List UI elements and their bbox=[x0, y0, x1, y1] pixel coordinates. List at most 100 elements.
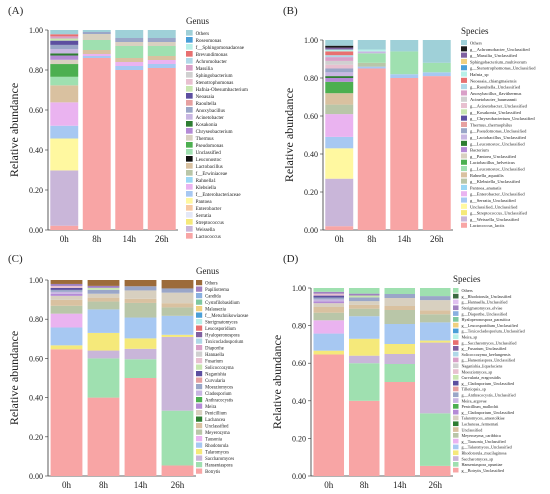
bar-segment bbox=[422, 76, 451, 230]
legend-label: g__Fusarium_Unclassified bbox=[462, 346, 508, 351]
bar-segment bbox=[325, 136, 354, 149]
bar-segment bbox=[325, 57, 354, 61]
legend-label: Others bbox=[470, 40, 482, 45]
bar-segment bbox=[87, 332, 120, 351]
legend-label: g__Hanseniaspora_Unclassified bbox=[462, 358, 516, 363]
legend-label: Hyaloperonospora bbox=[205, 334, 239, 339]
legend-swatch bbox=[461, 191, 467, 197]
bar-segment bbox=[50, 30, 79, 35]
legend-label: Kosakonia bbox=[196, 122, 218, 128]
y-tick-label: 0.00 bbox=[29, 472, 43, 481]
y-tick-label: 1.00 bbox=[292, 284, 306, 293]
bar-segment bbox=[50, 76, 79, 86]
legend-label: Lachancea bbox=[205, 418, 225, 423]
y-tick-label: 0.40 bbox=[304, 150, 318, 159]
legend-label: Unclassified_Unclassified bbox=[470, 204, 518, 209]
bar-segment bbox=[147, 60, 176, 64]
legend-label: Meyerozyma_caribbica bbox=[462, 433, 501, 438]
legend-swatch bbox=[196, 306, 203, 312]
legend-swatch bbox=[453, 351, 459, 357]
bar-segment bbox=[325, 68, 354, 73]
bar-segment bbox=[419, 342, 451, 414]
legend-label: Naganishia_liquefaciens bbox=[462, 364, 503, 369]
legend-swatch bbox=[453, 444, 459, 450]
legend-swatch bbox=[461, 166, 467, 172]
legend-label: Toxicocladosporium bbox=[205, 340, 244, 345]
bar-segment bbox=[50, 295, 83, 300]
bar-segment bbox=[115, 38, 144, 42]
bar-segment bbox=[384, 298, 416, 306]
bar-segment bbox=[50, 170, 79, 226]
legend-label: Streptococcus bbox=[196, 220, 224, 226]
bar-segment bbox=[50, 64, 79, 77]
legend-label: Weissella bbox=[196, 227, 216, 233]
legend-swatch bbox=[186, 100, 193, 106]
legend-label: Candida bbox=[205, 295, 221, 300]
legend-swatch bbox=[196, 416, 203, 422]
bar-segment bbox=[115, 70, 144, 230]
bar-segment bbox=[124, 359, 157, 378]
legend-swatch bbox=[461, 121, 467, 127]
legend-swatch bbox=[186, 121, 193, 127]
legend-label: Naganishia bbox=[205, 373, 226, 378]
legend-label: Diaporthe bbox=[205, 347, 224, 352]
legend-swatch bbox=[186, 170, 193, 176]
legend-swatch bbox=[461, 71, 467, 77]
legend-label: g__Pseudomonas_Unclassified bbox=[470, 129, 527, 134]
legend-swatch bbox=[461, 159, 467, 165]
legend-label: g__Achromobacter_Unclassified bbox=[470, 47, 530, 52]
legend-label: Unclassified bbox=[462, 427, 484, 432]
bar-segment bbox=[313, 291, 345, 294]
bar-segment bbox=[325, 49, 354, 52]
y-tick-label: 0.00 bbox=[29, 226, 43, 235]
bar-segment bbox=[87, 289, 120, 294]
legend-swatch bbox=[186, 107, 193, 113]
bar-segment bbox=[313, 295, 345, 298]
bar-segment bbox=[147, 56, 176, 60]
legend-label: Pseudomonas bbox=[196, 143, 224, 149]
y-tick-label: 0.80 bbox=[304, 74, 318, 83]
bar-segment bbox=[50, 293, 83, 296]
legend-label: g__Cladosporium_Unclassified bbox=[462, 410, 516, 415]
bar-segment bbox=[325, 40, 354, 46]
legend-label: Leuconostoc bbox=[196, 157, 222, 163]
bar-segment bbox=[422, 40, 451, 63]
y-axis-label: Relative abundance bbox=[282, 88, 296, 182]
legend-label: g__Rhodotorula_Unclassified bbox=[462, 294, 513, 299]
legend-swatch bbox=[453, 462, 459, 467]
y-tick-label: 0.60 bbox=[29, 106, 43, 115]
legend-swatch bbox=[461, 40, 467, 46]
bar-segment bbox=[87, 397, 120, 476]
legend-label: Tausonia bbox=[205, 438, 222, 443]
x-tick-label: 14h bbox=[123, 234, 137, 244]
bar-segment bbox=[357, 62, 386, 67]
bar-segment bbox=[87, 350, 120, 359]
bar-segment bbox=[115, 42, 144, 46]
bar-segment bbox=[384, 288, 416, 294]
bar-segment bbox=[419, 314, 451, 323]
bar-segment bbox=[325, 81, 354, 94]
legend-label: g__Enterobacter_Unclassified bbox=[470, 192, 525, 197]
legend-swatch bbox=[461, 46, 467, 52]
legend-label: Penicillium_mallochii bbox=[462, 404, 500, 409]
bar-segment bbox=[50, 49, 79, 54]
bar-segment bbox=[313, 312, 345, 321]
legend-swatch bbox=[186, 233, 193, 239]
bar-segment bbox=[348, 355, 380, 364]
legend-label: g__Kosakonia_Unclassified bbox=[470, 110, 522, 115]
legend-swatch bbox=[196, 286, 203, 292]
bar-segment bbox=[384, 310, 416, 324]
legend-label: g__Anthracocystis_Unclassified bbox=[462, 393, 517, 398]
legend-label: Meira_argovae bbox=[462, 398, 487, 403]
legend-label: Botrytis bbox=[205, 470, 220, 475]
legend-swatch bbox=[461, 96, 467, 102]
x-tick-label: 14h bbox=[134, 480, 148, 490]
bar-segment bbox=[313, 320, 345, 334]
legend-swatch bbox=[196, 390, 203, 396]
bar-segment bbox=[115, 58, 144, 62]
bar-segment bbox=[313, 293, 345, 296]
legend-swatch bbox=[186, 58, 193, 64]
bar-segment bbox=[348, 308, 380, 317]
bar-segment bbox=[147, 46, 176, 56]
bar-segment bbox=[87, 309, 120, 333]
